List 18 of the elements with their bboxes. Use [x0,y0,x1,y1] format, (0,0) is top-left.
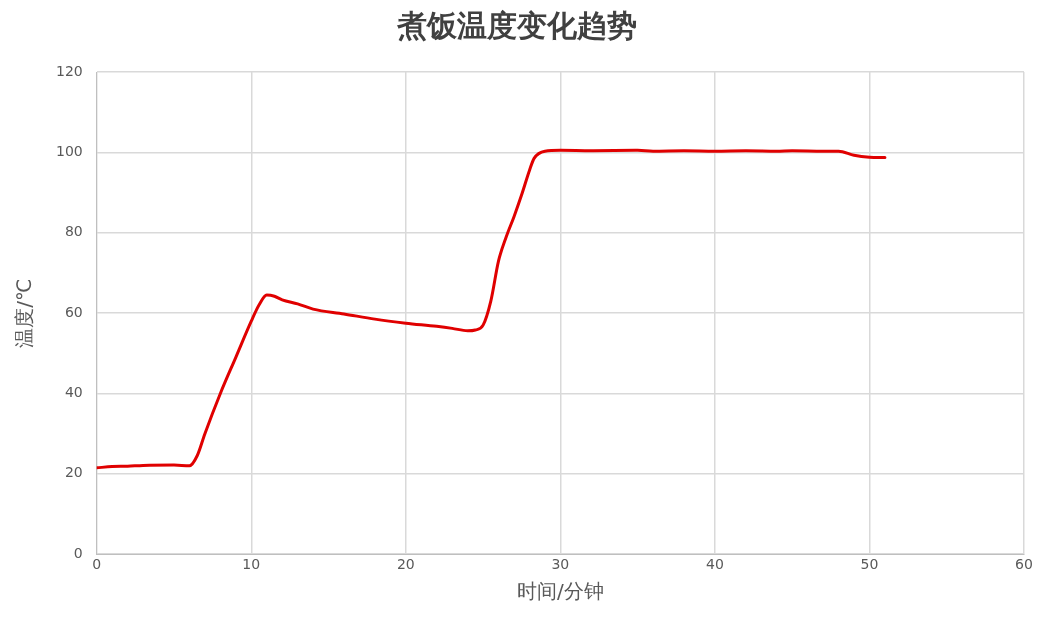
y-tick-label: 120 [55,62,83,79]
x-tick-label: 10 [242,556,261,573]
x-tick-label: 0 [92,556,102,573]
y-axis-title: 温度/℃ [12,278,37,348]
y-tick-label: 100 [55,143,83,160]
y-tick-label: 60 [64,303,83,320]
x-tick-label: 30 [551,556,570,573]
y-tick-label: 0 [73,544,83,561]
x-tick-label: 60 [1015,556,1033,573]
x-tick-label: 20 [396,556,415,573]
y-tick-label: 40 [64,384,83,401]
x-tick-label: 40 [705,556,724,573]
x-axis-title: 时间/分钟 [516,579,604,604]
y-tick-label: 20 [64,464,83,481]
chart-title: 煮饭温度变化趋势 [396,8,637,42]
y-tick-label: 80 [64,223,83,240]
x-tick-label: 50 [860,556,879,573]
line-series [96,148,887,470]
